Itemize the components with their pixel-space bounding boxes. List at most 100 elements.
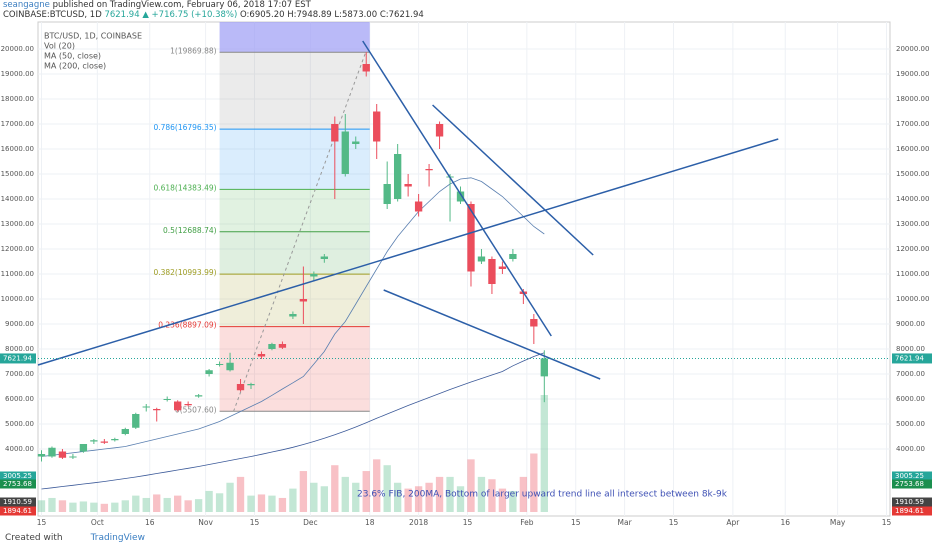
fib-label: 0.5(12688.74)	[163, 226, 217, 235]
candle-body	[79, 444, 88, 452]
candle-body	[132, 414, 140, 428]
y-tick-label: 20000.00	[896, 45, 929, 53]
volume-bar	[414, 486, 423, 512]
candle-body	[184, 404, 192, 406]
x-tick-label: Apr	[726, 518, 740, 527]
candle-body	[498, 266, 507, 269]
volume-bar	[341, 476, 349, 512]
candle-body	[435, 124, 444, 137]
volume-bar	[278, 497, 287, 512]
y-tick-label: 4000.00	[896, 445, 925, 453]
volume-bar	[184, 500, 192, 512]
y-tick-label: 19000.00	[1, 70, 34, 78]
candle-body	[456, 191, 465, 202]
chart: 1(19869.88) 0.786(16796.35) 0.618(14383.49…	[0, 21, 932, 527]
fib-label: 0(5507.60)	[175, 405, 217, 414]
volume-bar	[331, 465, 339, 512]
y-tick-label: 20000.00	[1, 45, 34, 53]
volume-bar	[299, 471, 308, 512]
volume-bar	[435, 476, 444, 512]
volume-bar	[205, 490, 213, 512]
fib-band	[219, 52, 370, 130]
fib-label: 0.786(16796.35)	[153, 123, 216, 132]
candle-body	[477, 256, 486, 262]
fib-band	[219, 326, 370, 412]
y-tick-label: 13000.00	[1, 220, 34, 228]
price-badge-label: 7621.94	[3, 354, 32, 362]
volume-badge-label: 3005.25	[895, 472, 924, 480]
y-tick-label: 12000.00	[896, 245, 929, 253]
candle-body	[111, 439, 119, 441]
candle-body	[153, 409, 161, 411]
volume-badge	[892, 506, 932, 516]
volume-badge-label: 1894.61	[3, 507, 32, 515]
volume-badge	[0, 471, 36, 481]
candle-body	[69, 456, 77, 458]
symbol: COINBASE:BTCUSD, 1D	[3, 10, 102, 20]
created-with: Created with	[5, 533, 63, 543]
y-tick-label: 18000.00	[896, 95, 929, 103]
candle-body	[142, 406, 150, 408]
y-tick-label: 15000.00	[1, 170, 34, 178]
volume-bar	[142, 497, 150, 512]
volume-badge	[0, 479, 36, 489]
fib-label: 0.382(10993.99)	[153, 268, 216, 277]
x-tick-label: Dec	[303, 518, 318, 527]
published: published on TradingView.com, February 0…	[52, 0, 311, 10]
y-tick-label: 16000.00	[1, 145, 34, 153]
volume-bar	[467, 459, 475, 512]
volume-bar	[383, 465, 391, 512]
x-tick-label: 15	[250, 518, 260, 527]
volume-bar	[509, 490, 517, 512]
candle-body	[341, 131, 349, 174]
legend-ma200: MA (200, close)	[44, 62, 106, 71]
price-badge	[0, 353, 36, 364]
candle-body	[362, 64, 370, 72]
trend-line	[383, 289, 601, 380]
volume-bar	[79, 501, 88, 512]
volume-badge-label: 2753.68	[3, 480, 32, 488]
volume-bar	[236, 476, 245, 512]
candle-body	[226, 362, 234, 371]
fib-band	[219, 189, 370, 232]
price-badge	[892, 353, 932, 364]
candle-body	[425, 169, 433, 171]
trend-line	[37, 138, 779, 366]
volume-bar	[310, 482, 318, 512]
x-tick-label: Mar	[618, 518, 633, 527]
candle-body	[540, 358, 548, 377]
volume-bar	[519, 476, 528, 512]
candle-body	[289, 314, 297, 317]
volume-bar	[90, 502, 98, 512]
volume-bar	[425, 482, 433, 512]
fib-label: 0.618(14383.49)	[153, 183, 216, 192]
volume-badge-label: 1910.59	[3, 498, 32, 506]
candle-body	[257, 354, 266, 357]
fib-band	[219, 231, 370, 275]
volume-bar	[352, 482, 360, 512]
brand[interactable]: TradingView	[90, 533, 145, 543]
fib-trend	[233, 52, 367, 412]
price-badge-label: 7621.94	[895, 354, 924, 362]
trend-line	[432, 104, 594, 256]
volume-bar	[215, 493, 224, 512]
volume-badge	[892, 471, 932, 481]
candle-body	[393, 154, 402, 199]
y-tick-label: 16000.00	[896, 145, 929, 153]
candle-body	[373, 111, 381, 142]
ohlc-high: H:7948.89	[287, 10, 332, 20]
candle-body	[414, 201, 423, 212]
y-tick-label: 7000.00	[5, 370, 34, 378]
volume-bar	[174, 495, 182, 512]
moving-average	[41, 352, 545, 490]
volume-bar	[477, 476, 486, 512]
candle-body	[163, 399, 171, 400]
y-tick-label: 9000.00	[896, 320, 925, 328]
y-tick-label: 12000.00	[1, 245, 34, 253]
x-tick-label: 15	[571, 518, 581, 527]
y-tick-label: 5000.00	[5, 420, 34, 428]
volume-bar	[268, 495, 276, 512]
volume-badge-label: 3005.25	[3, 472, 32, 480]
ohlc-open: O:6905.20	[240, 10, 285, 20]
